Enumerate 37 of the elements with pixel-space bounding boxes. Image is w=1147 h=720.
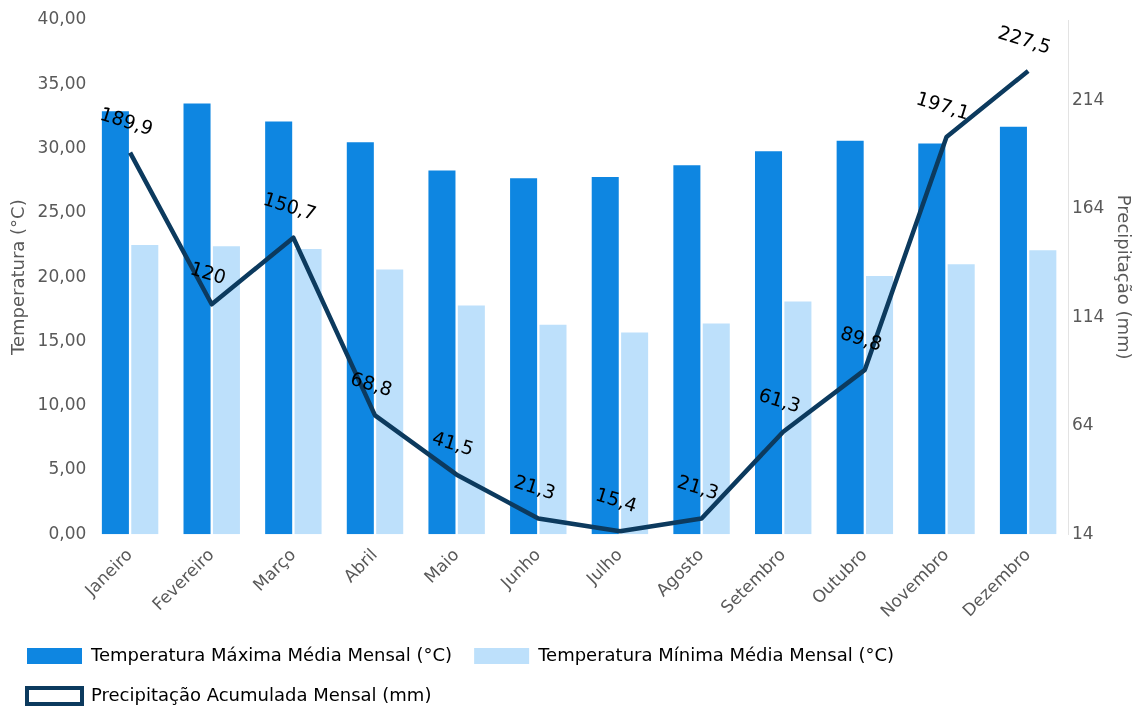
data-label: 120 <box>187 256 229 289</box>
y2-tick-label: 64 <box>1071 414 1094 435</box>
y-tick-label: 10,00 <box>37 394 87 415</box>
data-label: 61,3 <box>756 382 804 417</box>
y-tick-label: 5,00 <box>48 458 87 479</box>
data-label: 41,5 <box>429 425 477 460</box>
data-label: 89,8 <box>838 321 885 355</box>
bar <box>999 126 1027 535</box>
bar <box>918 143 946 535</box>
data-label: 68,8 <box>348 366 396 401</box>
data-label: 150,7 <box>260 187 320 225</box>
y2-tick-label: 114 <box>1071 305 1105 326</box>
data-label: 15,4 <box>593 482 640 517</box>
data-label: 197,1 <box>913 86 973 124</box>
y2-tick-label: 14 <box>1071 522 1094 543</box>
y-tick-label: 0,00 <box>48 522 87 543</box>
data-label: 21,3 <box>674 469 722 504</box>
bar <box>1029 250 1057 535</box>
y-tick-label: 30,00 <box>37 137 87 158</box>
data-label: 227,5 <box>995 20 1054 58</box>
legend-label: Temperatura Mínima Média Mensal (°C) <box>537 643 895 665</box>
legend-label: Precipitação Acumulada Mensal (mm) <box>91 683 432 705</box>
y-tick-label: 25,00 <box>37 201 87 222</box>
legend-label: Temperatura Máxima Média Mensal (°C) <box>90 643 453 665</box>
y-tick-label: 20,00 <box>37 265 87 286</box>
data-label: 189,9 <box>97 102 156 140</box>
y-tick-label: 40,00 <box>37 8 87 29</box>
y-tick-label: 35,00 <box>37 72 87 93</box>
y2-axis-title: Precipitação (mm) <box>1113 194 1135 360</box>
y-axis-title: Temperatura (°C) <box>7 199 29 357</box>
bar <box>947 264 975 535</box>
data-label: 21,3 <box>511 469 559 504</box>
bar <box>294 248 322 535</box>
y-tick-label: 15,00 <box>37 329 87 350</box>
y2-tick-label: 214 <box>1071 88 1105 109</box>
bar <box>131 245 159 535</box>
y2-tick-label: 164 <box>1071 197 1105 218</box>
